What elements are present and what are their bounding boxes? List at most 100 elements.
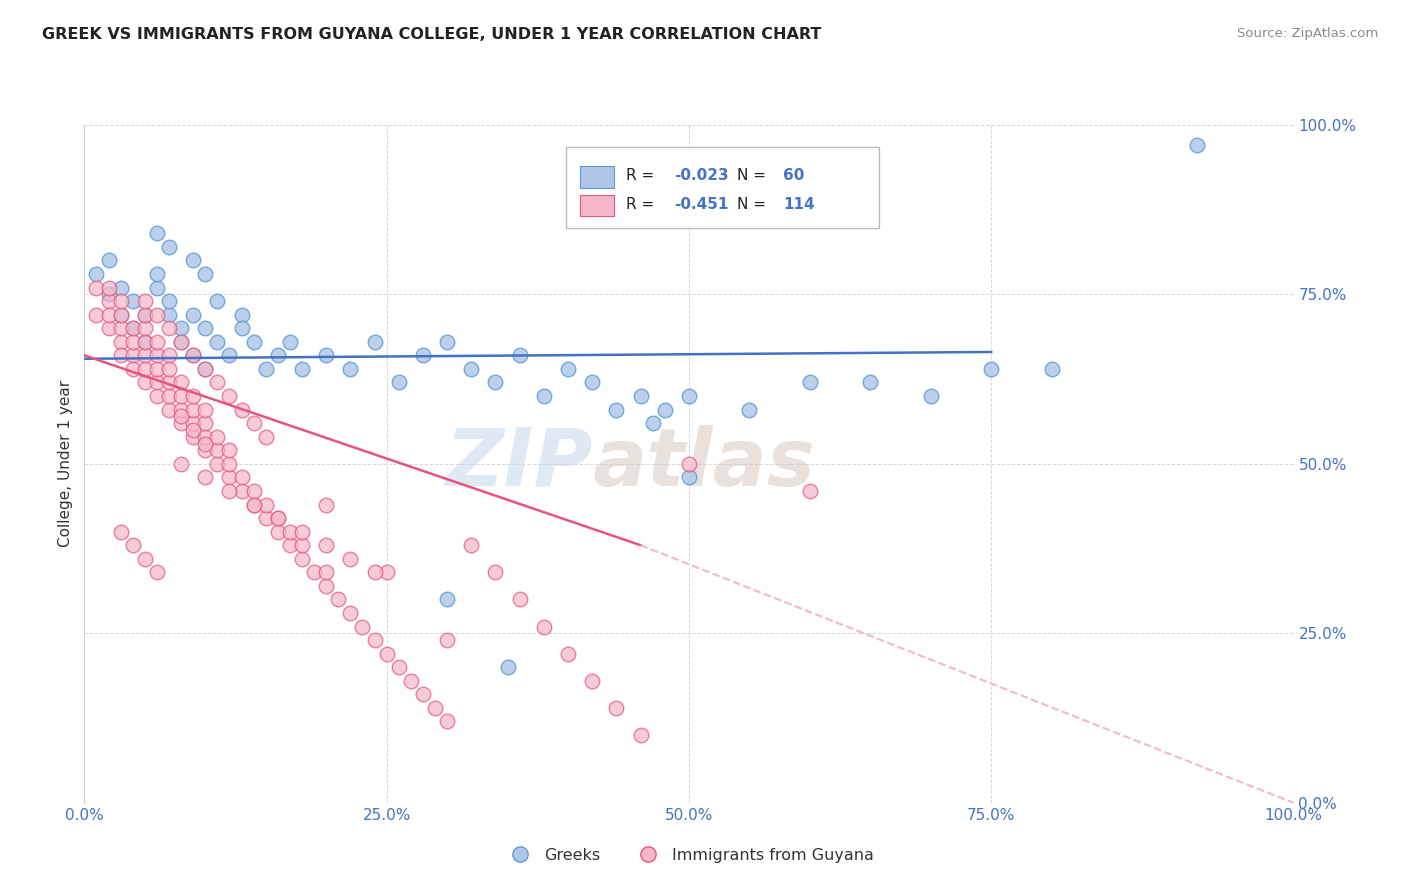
- Point: [121, 334, 143, 349]
- Point: [97, 321, 120, 335]
- Point: [315, 566, 337, 580]
- Point: [146, 280, 169, 294]
- Point: [157, 389, 180, 403]
- Point: [86, 308, 108, 322]
- Point: [134, 308, 156, 322]
- Point: [157, 376, 180, 390]
- Point: [267, 524, 290, 539]
- Point: [509, 592, 531, 607]
- Point: [157, 348, 180, 362]
- Point: [242, 334, 264, 349]
- Point: [134, 551, 156, 566]
- Point: [194, 321, 217, 335]
- Point: [388, 660, 411, 674]
- Point: [231, 402, 253, 417]
- Point: [134, 294, 156, 309]
- Point: [194, 416, 217, 430]
- Point: [654, 402, 676, 417]
- Point: [97, 287, 120, 301]
- Bar: [581, 166, 614, 188]
- Text: atlas: atlas: [592, 425, 815, 503]
- Point: [363, 633, 385, 648]
- FancyBboxPatch shape: [565, 147, 879, 228]
- Point: [97, 253, 120, 268]
- Point: [315, 348, 337, 362]
- Text: R =: R =: [626, 169, 659, 183]
- Point: [291, 524, 314, 539]
- Text: 60: 60: [783, 169, 804, 183]
- Point: [157, 362, 180, 376]
- Point: [533, 619, 555, 633]
- Point: [315, 498, 337, 512]
- Point: [134, 321, 156, 335]
- Point: [134, 348, 156, 362]
- Point: [605, 701, 627, 715]
- Point: [328, 592, 350, 607]
- Point: [254, 498, 277, 512]
- Point: [363, 566, 385, 580]
- Point: [207, 443, 229, 458]
- Point: [254, 362, 277, 376]
- Point: [254, 430, 277, 444]
- Point: [231, 321, 253, 335]
- Point: [146, 348, 169, 362]
- Point: [375, 647, 398, 661]
- Point: [97, 280, 120, 294]
- Point: [363, 334, 385, 349]
- Point: [242, 416, 264, 430]
- Point: [181, 416, 204, 430]
- Bar: [581, 194, 614, 217]
- Point: [302, 566, 325, 580]
- Point: [496, 660, 519, 674]
- Point: [254, 511, 277, 525]
- Point: [678, 470, 700, 484]
- Text: R =: R =: [626, 197, 659, 211]
- Point: [157, 402, 180, 417]
- Point: [207, 376, 229, 390]
- Point: [242, 483, 264, 498]
- Point: [267, 348, 290, 362]
- Point: [194, 430, 217, 444]
- Point: [436, 633, 458, 648]
- Point: [207, 430, 229, 444]
- Point: [218, 389, 240, 403]
- Point: [315, 538, 337, 552]
- Point: [134, 308, 156, 322]
- Point: [218, 470, 240, 484]
- Point: [375, 566, 398, 580]
- Point: [146, 308, 169, 322]
- Point: [484, 376, 506, 390]
- Point: [181, 423, 204, 437]
- Point: [218, 348, 240, 362]
- Point: [110, 334, 132, 349]
- Point: [678, 457, 700, 471]
- Point: [170, 416, 193, 430]
- Text: N =: N =: [737, 169, 770, 183]
- Point: [194, 443, 217, 458]
- Point: [181, 253, 204, 268]
- Point: [231, 470, 253, 484]
- Point: [194, 436, 217, 450]
- Point: [146, 566, 169, 580]
- Point: [110, 308, 132, 322]
- Point: [980, 362, 1002, 376]
- Point: [436, 592, 458, 607]
- Point: [170, 402, 193, 417]
- Point: [799, 376, 821, 390]
- Point: [86, 267, 108, 281]
- Point: [134, 334, 156, 349]
- Point: [134, 376, 156, 390]
- Point: [920, 389, 942, 403]
- Point: [97, 308, 120, 322]
- Point: [181, 348, 204, 362]
- Point: [218, 443, 240, 458]
- Point: [859, 376, 882, 390]
- Point: [291, 538, 314, 552]
- Point: [146, 362, 169, 376]
- Point: [207, 457, 229, 471]
- Point: [388, 376, 411, 390]
- Point: [1185, 138, 1208, 153]
- Point: [436, 714, 458, 729]
- Point: [242, 498, 264, 512]
- Point: [121, 294, 143, 309]
